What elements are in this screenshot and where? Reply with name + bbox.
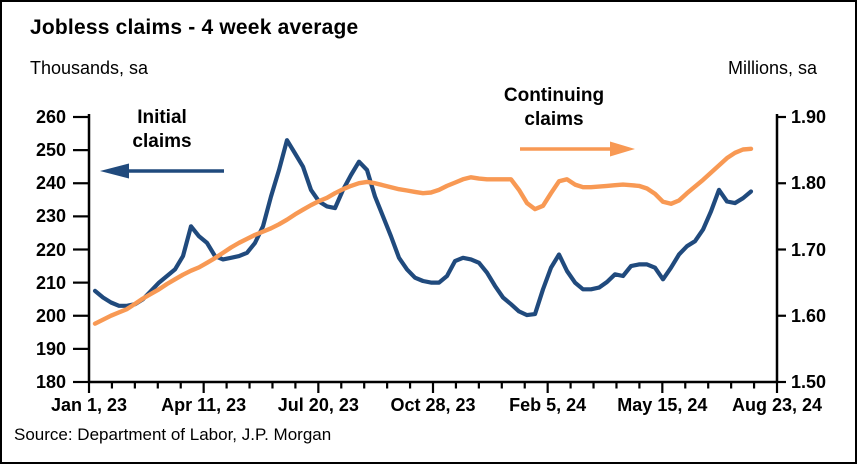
chart-title: Jobless claims - 4 week average [30,16,359,39]
initial-claims-label: Initial claims [102,106,222,154]
continuing-claims-label-line2: claims [524,109,584,130]
annotation-arrows [100,141,635,179]
right-axis-tick-label: 1.50 [791,372,827,392]
x-axis-tick-label: Oct 28, 23 [390,395,476,415]
source-note: Source: Department of Labor, J.P. Morgan [14,425,332,444]
left-axis-tick-label: 200 [35,305,66,326]
left-axis-tick-label: 230 [35,206,66,227]
left-axis-tick-label: 220 [35,239,66,260]
x-axis-tick-label: May 15, 24 [617,395,708,415]
right-axis-tick-label: 1.60 [791,305,827,326]
right-axis-title: Millions, sa [727,58,817,78]
initial-claims-label-line1: Initial [137,107,187,128]
x-axis-tick-label: Apr 11, 23 [161,395,247,415]
left-axis-tick-label: 240 [35,173,66,194]
continuing-claims-label-line1: Continuing [503,85,605,106]
left-axis-tick-label: 250 [35,140,66,161]
continuing-claims-arrow [520,141,635,157]
data-series [92,138,754,326]
left-axis-title: Thousands, sa [30,58,149,78]
initial-claims-line [92,138,754,318]
initial-claims-label-line2: claims [132,131,192,152]
right-axis-tick-label: 1.70 [791,239,827,260]
right-axis-tick-label: 1.80 [791,173,827,194]
initial-claims-arrow [100,163,224,179]
left-axis-tick-label: 210 [35,272,66,293]
left-axis-tick-label: 180 [35,372,66,392]
x-axis-tick-label: Feb 5, 24 [509,395,587,415]
x-axis-tick-label: Jan 1, 23 [50,395,128,415]
continuing-claims-label: Continuing claims [484,84,624,132]
x-axis-tick-label: Aug 23, 24 [731,395,823,415]
continuing-claims-line [92,146,754,326]
x-axis-tick-label: Jul 20, 23 [277,395,359,415]
left-axis-tick-label: 190 [35,338,66,359]
right-axis-tick-label: 1.90 [791,107,827,127]
axes [73,114,786,393]
left-axis-tick-label: 260 [35,107,66,127]
